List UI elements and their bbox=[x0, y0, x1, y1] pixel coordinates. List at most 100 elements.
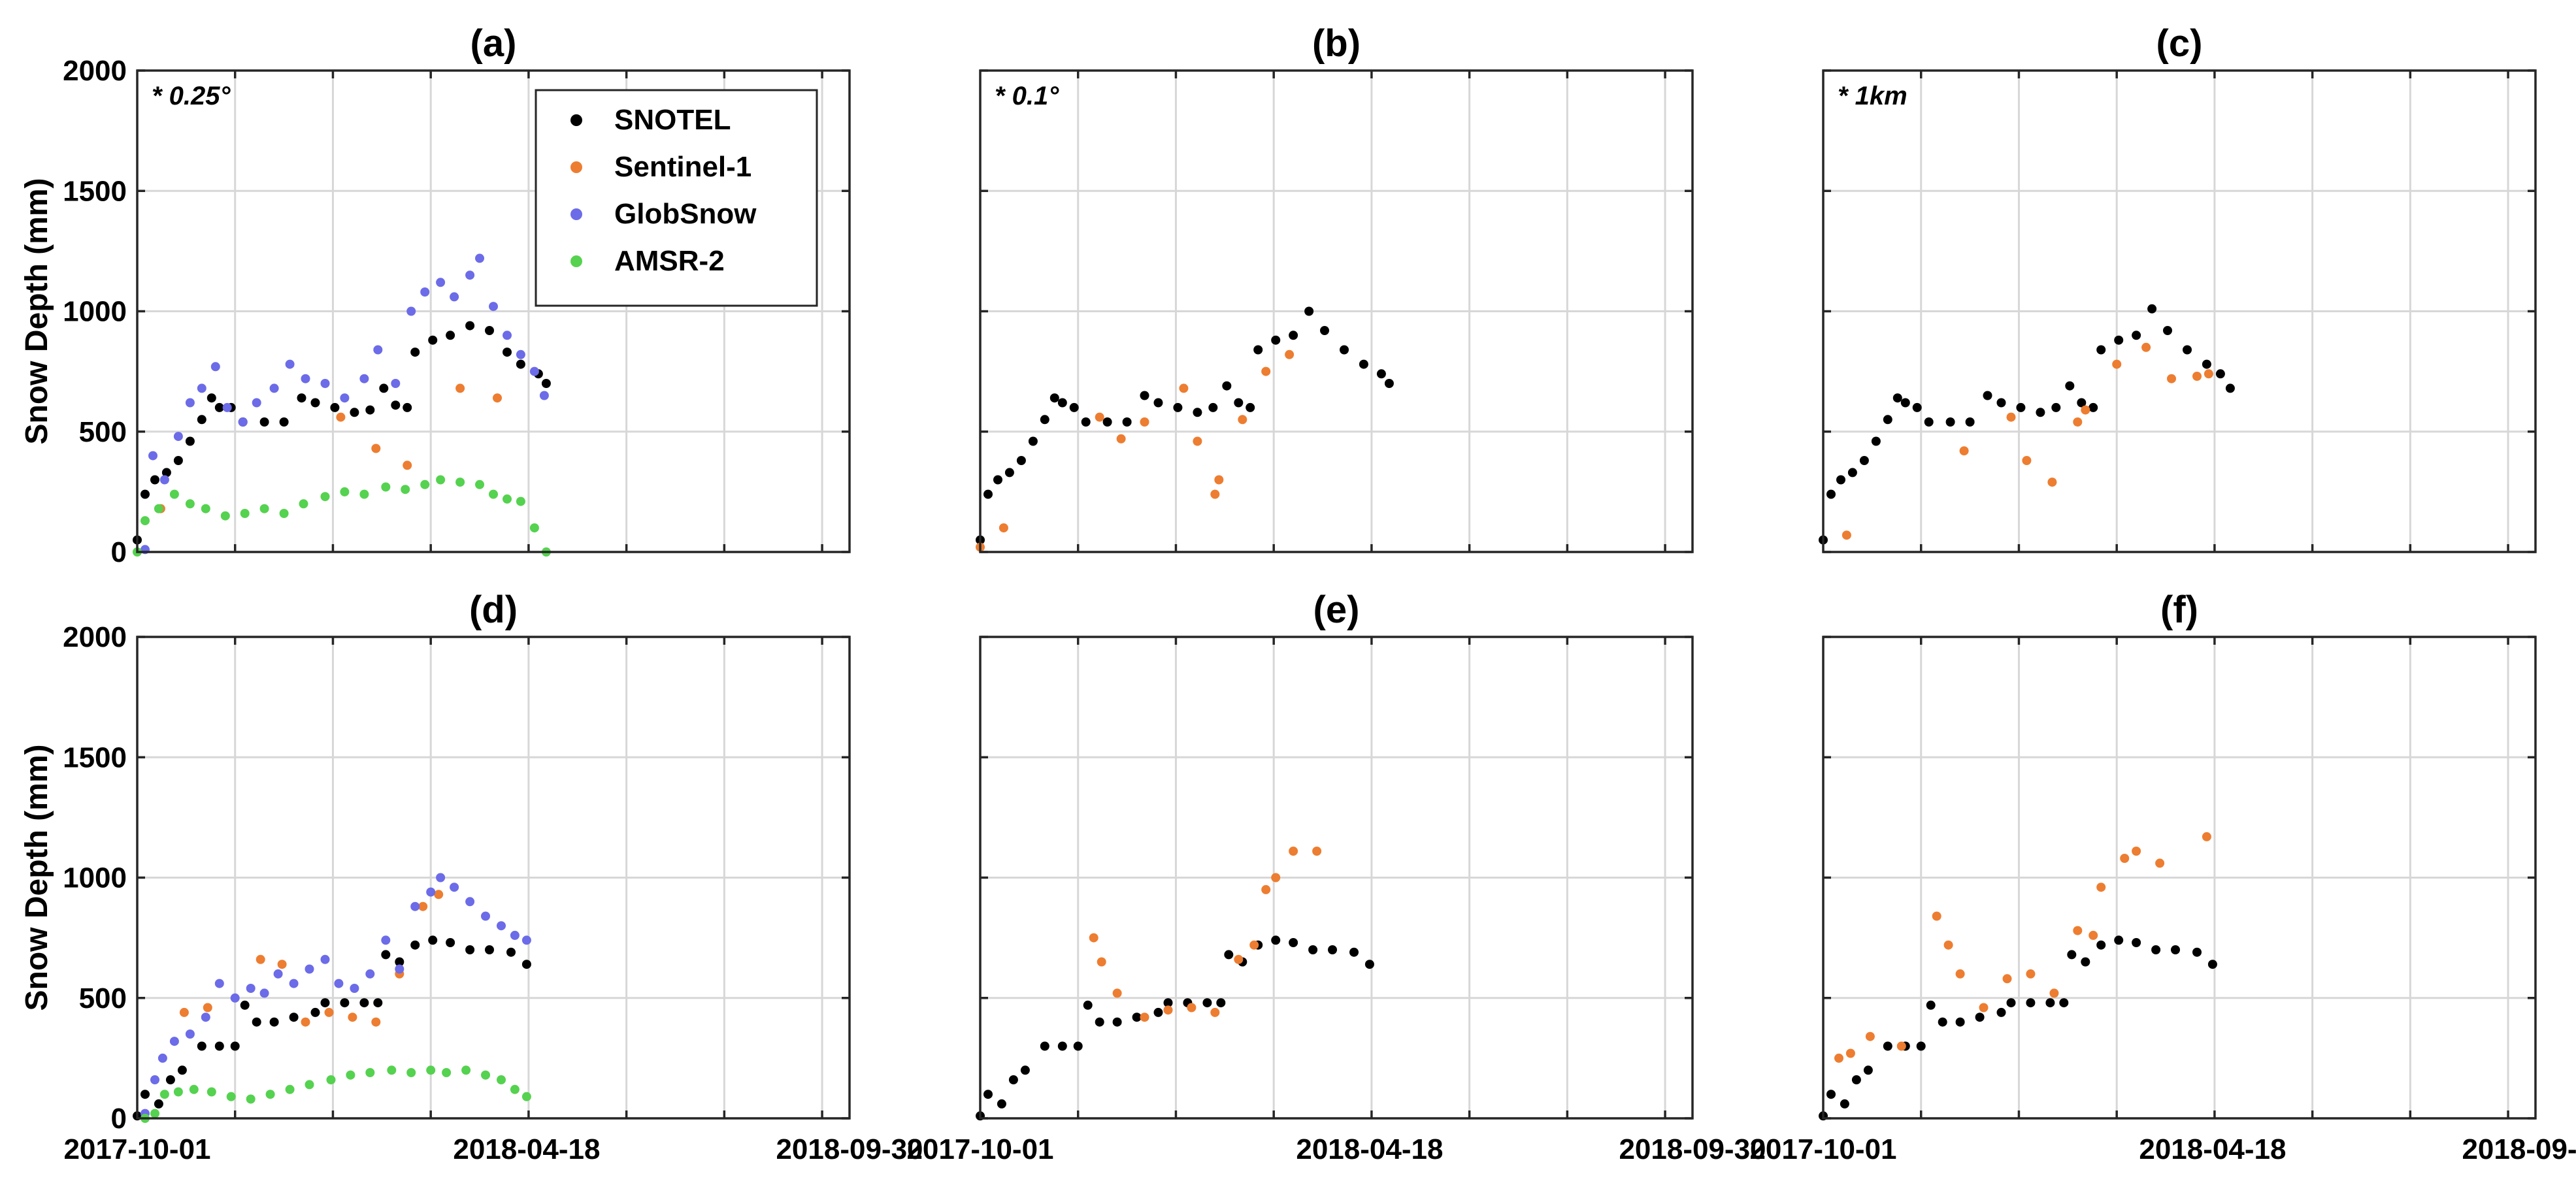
data-point-globsnow bbox=[173, 432, 183, 442]
data-point-amsr-2 bbox=[259, 504, 269, 513]
data-point-sentinel-1 bbox=[1214, 475, 1224, 485]
data-point-snotel bbox=[1826, 489, 1836, 499]
data-point-snotel bbox=[2114, 335, 2124, 345]
data-point-snotel bbox=[1883, 1041, 1892, 1051]
data-point-snotel bbox=[410, 940, 420, 950]
data-point-snotel bbox=[1320, 326, 1329, 335]
data-point-amsr-2 bbox=[220, 511, 230, 521]
panel-e-series-sentinel-1 bbox=[1089, 847, 1322, 1022]
data-point-sentinel-1 bbox=[1289, 847, 1298, 856]
data-point-globsnow bbox=[365, 969, 375, 979]
data-point-globsnow bbox=[465, 270, 475, 280]
data-point-globsnow bbox=[529, 366, 539, 376]
data-point-snotel bbox=[521, 960, 531, 969]
data-point-globsnow bbox=[359, 374, 369, 383]
data-point-snotel bbox=[1975, 1013, 1985, 1022]
y-tick-label: 2000 bbox=[63, 621, 127, 653]
panel-a-axes-box bbox=[136, 69, 851, 553]
panel-a-series-snotel bbox=[133, 321, 551, 545]
data-point-sentinel-1 bbox=[1834, 1053, 1843, 1063]
data-point-amsr-2 bbox=[326, 1075, 336, 1084]
legend-marker-globsnow bbox=[570, 208, 582, 220]
y-tick-label: 500 bbox=[79, 416, 127, 448]
data-point-globsnow bbox=[420, 287, 430, 297]
data-point-snotel bbox=[1955, 1017, 1965, 1027]
legend-marker-snotel bbox=[570, 114, 582, 126]
data-point-sentinel-1 bbox=[2022, 456, 2032, 465]
data-point-snotel bbox=[428, 335, 438, 345]
data-point-snotel bbox=[1945, 417, 1955, 427]
data-point-globsnow bbox=[285, 359, 295, 369]
data-point-sentinel-1 bbox=[371, 1017, 381, 1027]
data-point-snotel bbox=[403, 402, 412, 412]
data-point-snotel bbox=[1040, 415, 1049, 425]
data-point-snotel bbox=[2026, 998, 2036, 1008]
data-point-snotel bbox=[465, 945, 475, 954]
data-point-snotel bbox=[2059, 998, 2069, 1008]
data-point-snotel bbox=[1924, 417, 1934, 427]
data-point-globsnow bbox=[238, 417, 248, 427]
data-point-snotel bbox=[2192, 947, 2202, 957]
data-point-snotel bbox=[465, 321, 475, 331]
data-point-snotel bbox=[983, 489, 993, 499]
data-point-snotel bbox=[289, 1013, 299, 1022]
data-point-snotel bbox=[1965, 417, 1975, 427]
data-point-snotel bbox=[381, 950, 391, 960]
data-point-snotel bbox=[1271, 335, 1281, 345]
data-point-sentinel-1 bbox=[1210, 1007, 1220, 1017]
data-point-sentinel-1 bbox=[2089, 930, 2098, 940]
panel-f-axes-box bbox=[1822, 636, 2537, 1120]
data-point-sentinel-1 bbox=[1841, 530, 1851, 540]
data-point-snotel bbox=[197, 1041, 206, 1051]
y-tick-label: 1500 bbox=[63, 741, 127, 773]
data-point-globsnow bbox=[450, 292, 459, 302]
data-point-globsnow bbox=[252, 398, 261, 408]
data-point-amsr-2 bbox=[455, 478, 465, 487]
panel-d-axes-box bbox=[136, 636, 851, 1120]
data-point-amsr-2 bbox=[420, 479, 430, 489]
y-tick-label: 0 bbox=[111, 536, 127, 568]
x-tick-label: 2018-09-30 bbox=[1619, 1133, 1766, 1165]
data-point-snotel bbox=[485, 326, 494, 335]
data-point-amsr-2 bbox=[189, 1084, 199, 1094]
data-point-snotel bbox=[2132, 331, 2141, 340]
data-point-globsnow bbox=[350, 984, 359, 993]
data-point-snotel bbox=[1996, 1007, 2006, 1017]
data-point-globsnow bbox=[320, 954, 330, 964]
x-tick-label: 2018-04-18 bbox=[1296, 1133, 1443, 1165]
data-point-snotel bbox=[391, 400, 401, 410]
legend-box bbox=[535, 89, 818, 307]
data-point-snotel bbox=[993, 475, 1002, 485]
data-point-sentinel-1 bbox=[1116, 434, 1126, 444]
data-point-sentinel-1 bbox=[2006, 412, 2016, 422]
data-point-sentinel-1 bbox=[1097, 957, 1106, 967]
panel-a-series-amsr-2 bbox=[133, 475, 551, 557]
data-point-globsnow bbox=[210, 362, 220, 372]
panel-b-series-sentinel-1 bbox=[976, 349, 1295, 552]
data-point-globsnow bbox=[426, 887, 436, 897]
legend-marker-amsr-2 bbox=[570, 255, 582, 267]
panel-d-title: (d) bbox=[469, 589, 518, 631]
data-point-sentinel-1 bbox=[1095, 412, 1104, 422]
data-point-globsnow bbox=[539, 391, 549, 400]
data-point-snotel bbox=[161, 468, 171, 478]
data-point-amsr-2 bbox=[516, 496, 525, 506]
data-point-sentinel-1 bbox=[1112, 988, 1122, 998]
data-point-snotel bbox=[320, 998, 330, 1008]
data-point-amsr-2 bbox=[401, 485, 410, 494]
data-point-snotel bbox=[1304, 306, 1314, 316]
data-point-amsr-2 bbox=[206, 1087, 216, 1097]
data-point-globsnow bbox=[157, 1053, 167, 1063]
data-point-amsr-2 bbox=[185, 499, 195, 509]
data-point-sentinel-1 bbox=[1187, 1003, 1197, 1013]
panel-d: (d) 0 500 1000 1500 2000 Snow Depth (mm) 2017-1… bbox=[20, 589, 923, 1165]
data-point-snotel bbox=[269, 1017, 279, 1027]
data-point-sentinel-1 bbox=[1932, 911, 1941, 921]
panel-c-series-sentinel-1 bbox=[1841, 342, 2213, 540]
data-point-snotel bbox=[359, 998, 369, 1008]
panel-e: (e) 2017-10-01 2018-04-18 2018-09-30 bbox=[906, 589, 1766, 1165]
data-point-globsnow bbox=[320, 379, 330, 388]
data-point-sentinel-1 bbox=[324, 1007, 334, 1017]
data-point-snotel bbox=[297, 393, 306, 403]
data-point-snotel bbox=[1359, 359, 1368, 369]
